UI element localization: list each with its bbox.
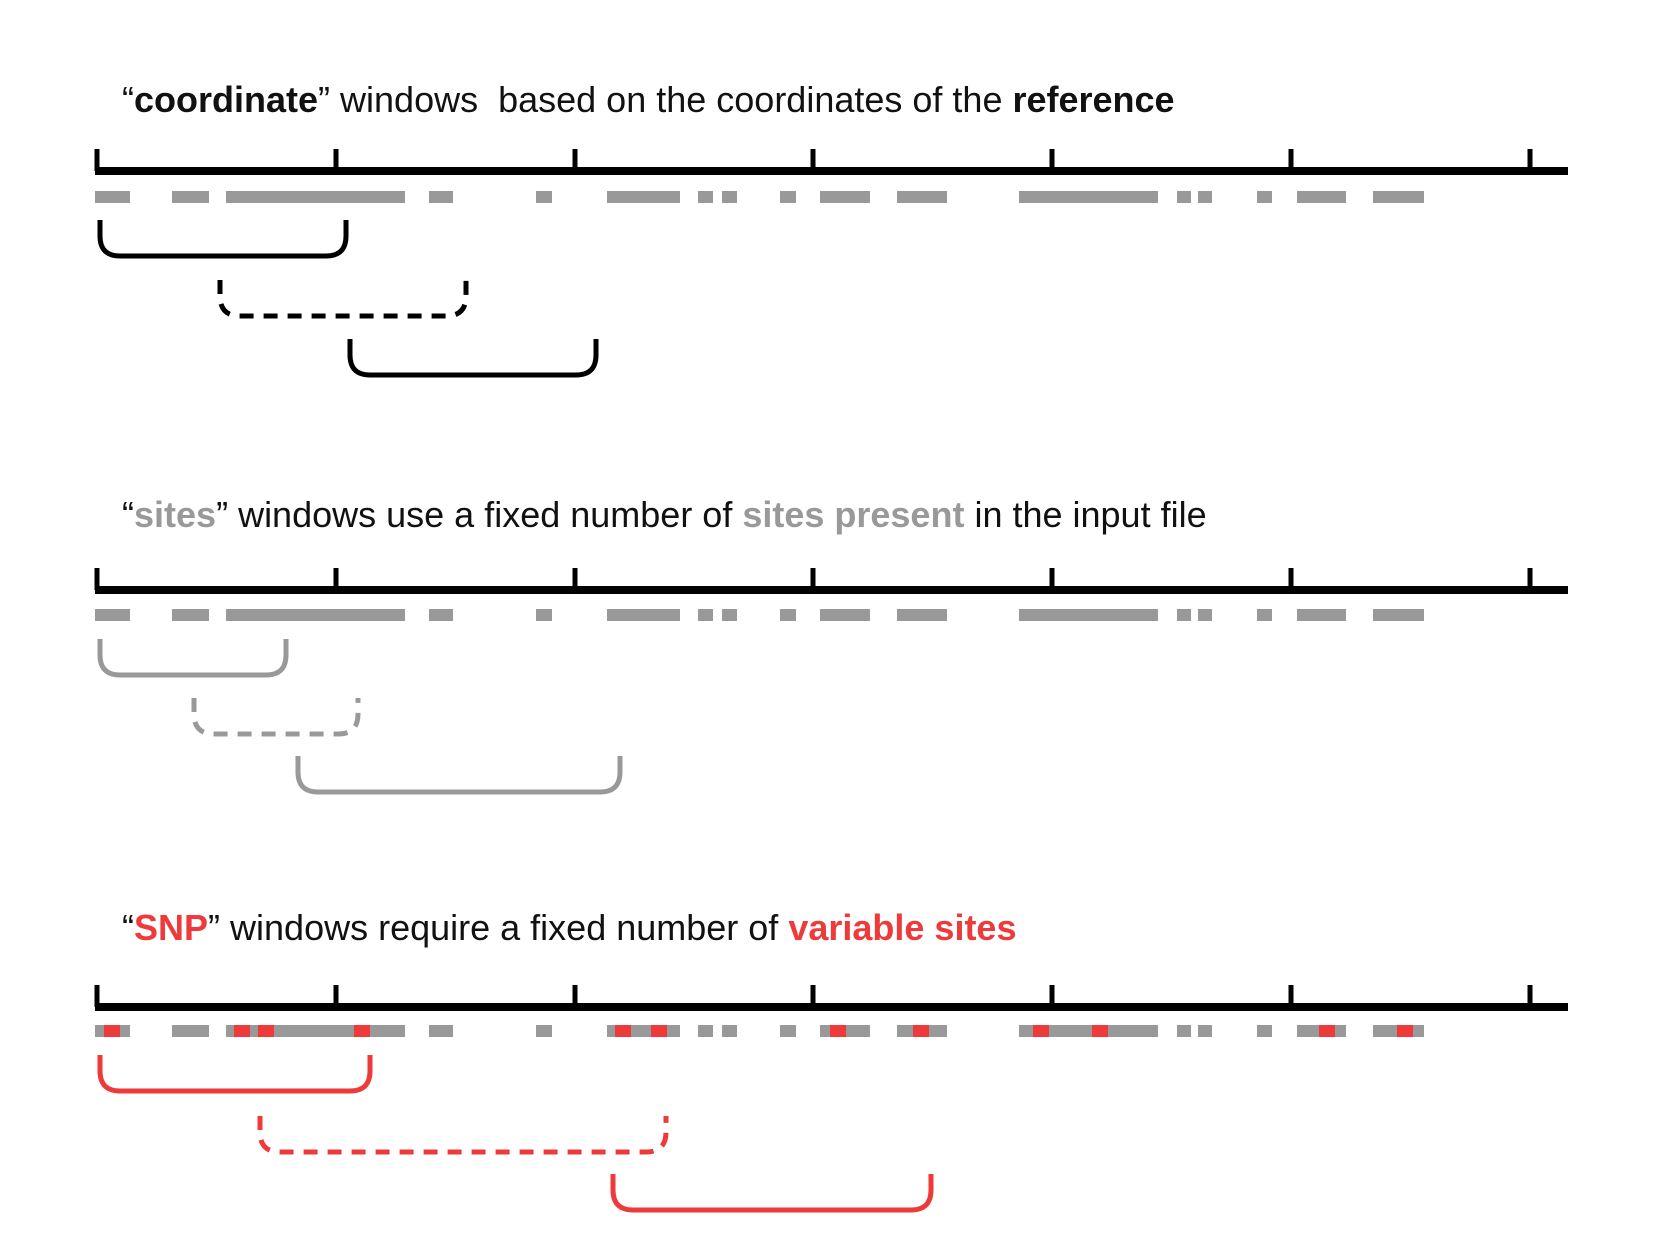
site-block	[95, 609, 130, 621]
site-block	[1257, 191, 1272, 203]
site-block	[820, 609, 870, 621]
window-bracket	[97, 639, 289, 678]
site-block	[698, 191, 713, 203]
snp-panel	[94, 985, 1568, 1213]
title-description: windows require a fixed number of	[220, 907, 789, 948]
window-bracket	[97, 1055, 373, 1094]
overlapping-window-bracket	[257, 1116, 669, 1155]
snp-marker	[1092, 1025, 1108, 1037]
site-block	[780, 609, 796, 621]
snp-marker	[1319, 1025, 1335, 1037]
title-description: windows use a fixed number of	[228, 494, 743, 535]
snp-marker	[651, 1025, 667, 1037]
snp-marker	[1033, 1025, 1049, 1037]
title-description-end: in the input file	[964, 494, 1207, 535]
site-block	[1297, 191, 1346, 203]
coordinate-windows-title: “coordinate” windows based on the coordi…	[122, 82, 1175, 118]
site-block	[820, 191, 870, 203]
site-block	[429, 609, 453, 621]
title-quote-close: ”	[318, 79, 331, 120]
site-block	[1177, 1025, 1191, 1037]
title-emphasis-variable-sites: variable sites	[788, 907, 1017, 948]
site-block	[172, 609, 209, 621]
coordinate-panel	[94, 149, 1568, 378]
snp-marker	[258, 1025, 274, 1037]
overlapping-window-bracket	[217, 280, 469, 319]
site-block	[536, 609, 552, 621]
title-description: windows based on the coordinates of the	[330, 79, 1013, 120]
title-quote-close: ”	[216, 494, 229, 535]
site-block	[1373, 191, 1424, 203]
site-block	[1297, 609, 1346, 621]
site-block	[1019, 191, 1158, 203]
sites-panel	[94, 568, 1568, 795]
site-block	[1198, 1025, 1212, 1037]
site-block	[1019, 609, 1158, 621]
title-keyword-snp: SNP	[134, 907, 209, 948]
title-keyword-sites: sites	[134, 494, 217, 535]
title-quote-open: “	[122, 907, 134, 948]
snp-marker	[104, 1025, 120, 1037]
site-block	[172, 1025, 209, 1037]
site-block	[780, 1025, 796, 1037]
site-block	[1373, 609, 1424, 621]
site-block	[698, 1025, 713, 1037]
site-block	[607, 191, 680, 203]
site-block	[897, 191, 947, 203]
window-bracket	[295, 756, 623, 795]
snp-marker	[234, 1025, 250, 1037]
site-block	[1257, 609, 1272, 621]
site-block	[1019, 1025, 1158, 1037]
snp-marker	[1397, 1025, 1413, 1037]
site-block	[698, 609, 713, 621]
window-bracket	[97, 220, 349, 259]
window-bracket	[347, 339, 599, 378]
site-block	[1257, 1025, 1272, 1037]
site-block	[1177, 191, 1191, 203]
snp-marker	[354, 1025, 370, 1037]
site-block	[722, 609, 737, 621]
site-block	[226, 609, 405, 621]
title-emphasis-sites-present: sites present	[742, 494, 965, 535]
site-block	[780, 191, 796, 203]
site-block	[1198, 609, 1212, 621]
site-block	[172, 191, 209, 203]
site-block	[429, 1025, 453, 1037]
snp-marker	[830, 1025, 846, 1037]
snp-windows-title: “SNP” windows require a fixed number of …	[122, 910, 1016, 946]
snp-marker	[913, 1025, 929, 1037]
site-block	[897, 609, 947, 621]
site-block	[536, 191, 552, 203]
title-keyword-coordinate: coordinate	[134, 79, 319, 120]
site-block	[722, 191, 737, 203]
sites-windows-title: “sites” windows use a fixed number of si…	[122, 497, 1207, 533]
site-block	[1177, 609, 1191, 621]
site-block	[429, 191, 453, 203]
title-emphasis-reference: reference	[1012, 79, 1175, 120]
site-block	[226, 1025, 405, 1037]
title-quote-open: “	[122, 494, 134, 535]
site-block	[1198, 191, 1212, 203]
site-block	[226, 191, 405, 203]
site-block	[722, 1025, 737, 1037]
title-quote-open: “	[122, 79, 134, 120]
overlapping-window-bracket	[191, 698, 361, 737]
site-block	[536, 1025, 552, 1037]
title-quote-close: ”	[208, 907, 221, 948]
site-block	[95, 191, 130, 203]
site-block	[607, 609, 680, 621]
snp-marker	[615, 1025, 631, 1037]
window-bracket	[610, 1174, 934, 1213]
